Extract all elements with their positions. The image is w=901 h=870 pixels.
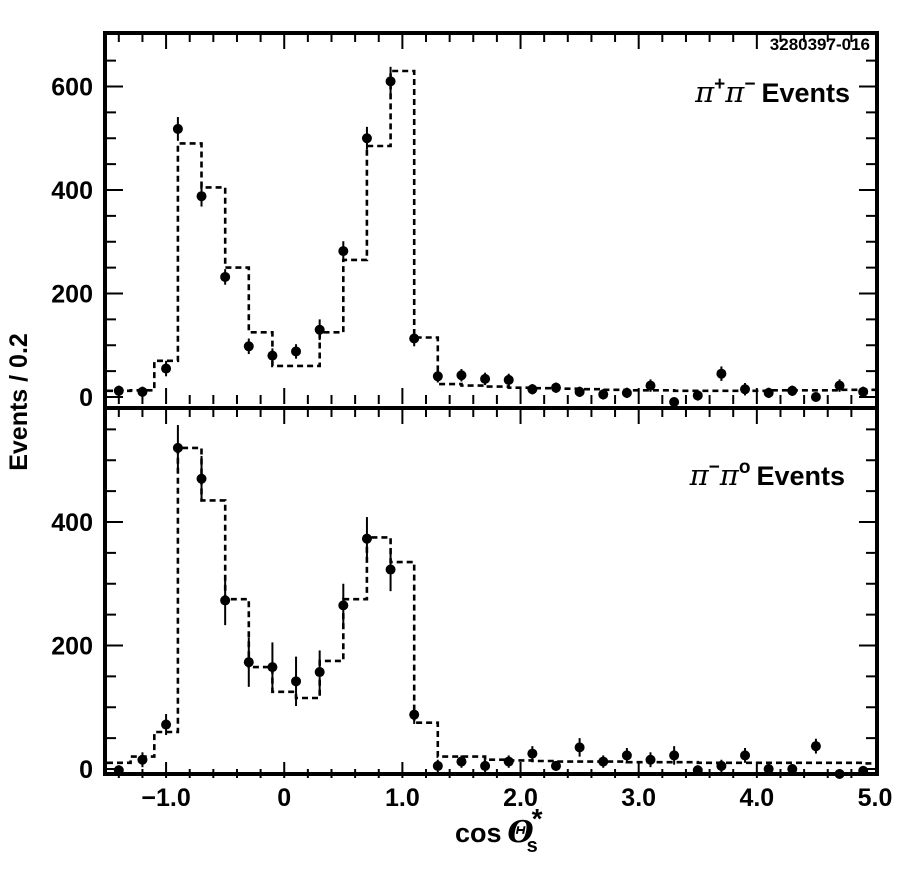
data-point [220,595,231,606]
data-point [456,756,467,767]
data-point [574,742,585,753]
x-tick-label: 1.0 [385,784,420,812]
x-tick-label: 2.0 [503,784,538,812]
top-panel: 0 200 400 600 π+π− Events [51,33,875,412]
data-point [574,386,585,397]
y-tick-label: 400 [51,509,93,537]
data-point [137,386,148,397]
data-point [716,760,727,771]
data-point [432,371,443,382]
data-point [550,760,561,771]
x-tick-label: 0 [277,784,291,812]
data-point [834,380,845,391]
top-histogram [107,69,875,393]
data-point [385,76,396,87]
data-point [621,387,632,398]
data-point [338,246,349,257]
data-point [527,748,538,759]
bottom-panel: 0 200 400 −1.0 0 1.0 2.0 3.0 4.0 5.0 π−πo Events [51,408,892,812]
data-point [196,473,207,484]
x-tick-label: 4.0 [739,784,774,812]
y-tick-label: 200 [51,281,93,309]
data-point [161,719,172,730]
data-point [527,384,538,395]
data-point [740,384,751,395]
data-point [267,662,278,673]
data-point [409,709,420,720]
x-tick-labels: −1.0 0 1.0 2.0 3.0 4.0 5.0 [141,784,892,812]
data-point [267,350,278,361]
y-tick-label: 0 [79,384,93,412]
data-point [598,389,609,400]
data-point [291,346,302,357]
x-tick-label: 5.0 [858,784,893,812]
data-point [503,374,514,385]
figure-id: 3280397-016 [770,35,870,54]
x-tick-label: 3.0 [621,784,656,812]
data-point [763,387,774,398]
data-point [740,750,751,761]
bottom-histogram [107,446,875,765]
data-point [137,754,148,765]
data-point [692,390,703,401]
top-ticks [107,33,875,404]
data-point [338,600,349,611]
data-point [220,271,231,282]
bottom-data-points [113,425,869,779]
data-point [645,754,656,765]
data-point [645,380,656,391]
y-tick-label: 0 [79,756,93,784]
data-point [243,341,254,352]
data-point [669,397,680,407]
top-panel-label: π+π− Events [694,74,850,109]
data-point [172,123,183,134]
data-point [113,385,124,396]
bottom-panel-label: π−πo Events [689,457,845,492]
data-point [361,533,372,544]
data-point [161,363,172,374]
data-point [361,133,372,144]
data-point [810,741,821,752]
data-point [810,392,821,402]
data-point [858,386,869,397]
data-point [480,760,491,771]
data-point [196,191,207,202]
data-point [291,676,302,687]
data-point [243,657,254,668]
x-axis-label: cos Θ* s [455,803,543,857]
data-point [598,756,609,767]
data-point [787,385,798,396]
x-tick-label: −1.0 [141,784,190,812]
data-point [716,368,727,379]
data-point [432,760,443,771]
data-point [314,667,325,678]
data-point [787,764,798,774]
data-point [385,564,396,575]
data-point [314,324,325,335]
y-tick-label: 600 [51,74,93,102]
data-point [456,370,467,381]
y-tick-label: 200 [51,633,93,661]
bottom-y-tick-labels: 0 200 400 [51,509,93,784]
y-tick-label: 400 [51,177,93,205]
data-point [550,382,561,393]
bottom-plot-frame [103,406,879,776]
data-point [480,373,491,384]
data-point [621,750,632,761]
bottom-histogram-line [107,446,875,765]
data-point [669,750,680,761]
top-y-tick-labels: 0 200 400 600 [51,74,93,413]
top-data-points [113,66,869,407]
top-histogram-line [107,69,875,393]
data-point [172,442,183,453]
y-axis-label: Events / 0.2 [5,333,33,471]
data-point [409,333,420,344]
data-point [763,764,774,774]
data-point [503,756,514,767]
